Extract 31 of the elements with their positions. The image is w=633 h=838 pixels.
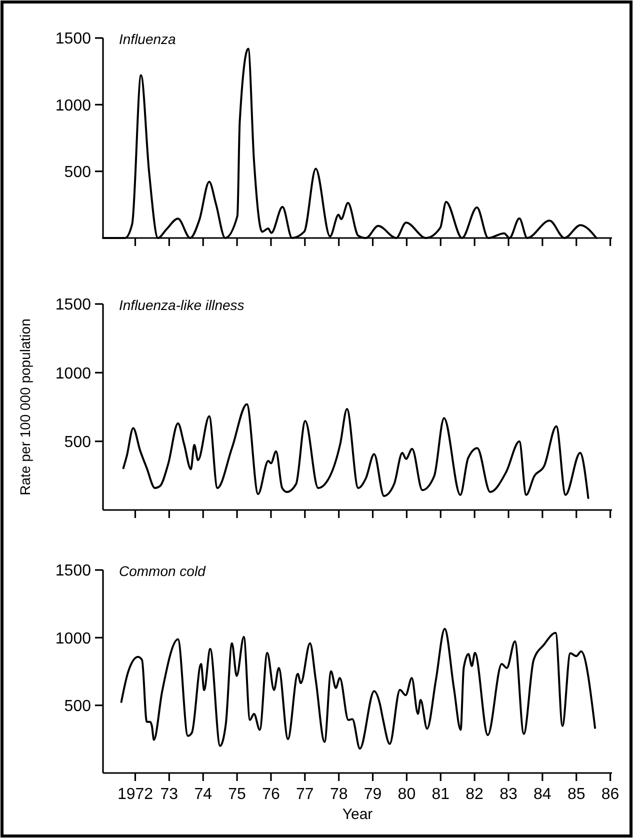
y-tick-label: 500 — [64, 434, 92, 451]
x-tick-label: 85 — [567, 786, 586, 803]
x-tick-label: 74 — [194, 786, 212, 803]
x-tick-label: 78 — [330, 786, 348, 803]
x-tick-label: 83 — [500, 786, 518, 803]
y-tick-label: 1000 — [55, 365, 92, 382]
x-tick-label: 81 — [432, 786, 450, 803]
y-tick-label: 1500 — [55, 296, 92, 314]
x-tick-label: 73 — [160, 786, 178, 803]
chart-title: Influenza-like illness — [119, 297, 244, 313]
x-tick-label: 84 — [534, 786, 552, 803]
x-tick-label: 1972 — [117, 786, 154, 803]
y-axis-title: Rate per 100 000 population — [17, 318, 33, 496]
x-axis-title: Year — [342, 806, 373, 823]
y-tick-label: 500 — [64, 164, 92, 181]
y-tick-label: 1000 — [55, 630, 92, 648]
chart-title: Common cold — [119, 563, 207, 579]
x-tick-label: 75 — [228, 786, 246, 803]
y-tick-label: 1000 — [55, 97, 92, 114]
y-tick-label: 1500 — [55, 562, 92, 580]
x-tick-label: 77 — [296, 786, 314, 803]
line-series — [120, 628, 596, 750]
x-tick-label: 79 — [364, 786, 382, 803]
y-tick-label: 500 — [64, 698, 92, 715]
y-tick-label: 1500 — [55, 30, 92, 48]
chart-title: Influenza — [119, 31, 176, 47]
x-tick-label: 86 — [601, 786, 620, 803]
x-tick-label: 82 — [466, 786, 484, 803]
x-tick-label: 80 — [398, 786, 416, 803]
line-series — [122, 403, 590, 500]
x-tick-label: 76 — [262, 786, 280, 803]
